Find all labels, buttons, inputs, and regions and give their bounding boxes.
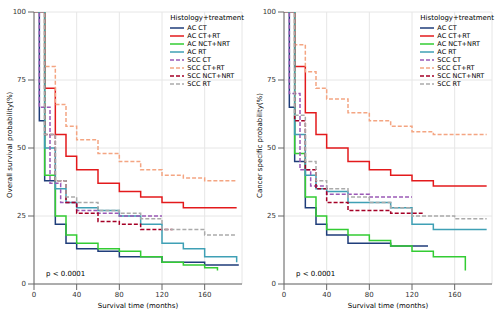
svg-text:75: 75 bbox=[267, 76, 276, 84]
html-text:p < 0.0001: p < 0.0001 bbox=[296, 270, 336, 278]
html-text:SCC CT+RT: SCC CT+RT bbox=[187, 64, 225, 72]
svg-text:40: 40 bbox=[72, 291, 81, 299]
svg-text:Survival time (months): Survival time (months) bbox=[348, 302, 429, 310]
svg-text:25: 25 bbox=[267, 212, 276, 220]
html-text:AC RT: AC RT bbox=[437, 48, 457, 56]
svg-text:50: 50 bbox=[17, 144, 26, 152]
html-text:AC CT+RT: AC CT+RT bbox=[187, 32, 221, 40]
svg-text:120: 120 bbox=[405, 291, 418, 299]
html-text:SCC NCT+NRT: SCC NCT+NRT bbox=[187, 72, 235, 80]
svg-text:25: 25 bbox=[17, 212, 26, 220]
html-text:AC RT: AC RT bbox=[187, 48, 207, 56]
html-text:Histology+treatment: Histology+treatment bbox=[420, 14, 494, 22]
svg-text:Survival time (months): Survival time (months) bbox=[98, 302, 179, 310]
svg-text:100: 100 bbox=[263, 8, 276, 16]
svg-text:Cancer specific probability(%): Cancer specific probability(%) bbox=[256, 93, 264, 198]
html-text:SCC RT: SCC RT bbox=[187, 80, 211, 88]
html-text:AC CT: AC CT bbox=[437, 24, 457, 32]
svg-text:0: 0 bbox=[282, 291, 286, 299]
svg-text:160: 160 bbox=[198, 291, 211, 299]
svg-text:120: 120 bbox=[155, 291, 168, 299]
html-text:AC NCT+NRT: AC NCT+NRT bbox=[187, 40, 230, 48]
html-text:AC CT: AC CT bbox=[187, 24, 207, 32]
html-text:SCC CT: SCC CT bbox=[437, 56, 462, 64]
html-text:SCC CT: SCC CT bbox=[187, 56, 212, 64]
svg-text:160: 160 bbox=[448, 291, 461, 299]
svg-text:40: 40 bbox=[322, 291, 331, 299]
html-text:SCC CT+RT: SCC CT+RT bbox=[437, 64, 475, 72]
html-text:Histology+treatment: Histology+treatment bbox=[170, 14, 244, 22]
svg-text:75: 75 bbox=[17, 76, 26, 84]
html-text:AC CT+RT: AC CT+RT bbox=[437, 32, 471, 40]
html-text:SCC NCT+NRT: SCC NCT+NRT bbox=[437, 72, 485, 80]
html-text:SCC RT: SCC RT bbox=[437, 80, 461, 88]
svg-text:0: 0 bbox=[32, 291, 36, 299]
svg-text:0: 0 bbox=[272, 280, 276, 288]
svg-text:Overall survival probability(%: Overall survival probability(%) bbox=[8, 91, 14, 198]
svg-text:80: 80 bbox=[115, 291, 124, 299]
svg-text:80: 80 bbox=[365, 291, 374, 299]
html-text:p < 0.0001: p < 0.0001 bbox=[46, 270, 86, 278]
html-text:AC NCT+NRT: AC NCT+NRT bbox=[437, 40, 480, 48]
svg-text:100: 100 bbox=[13, 8, 26, 16]
svg-text:50: 50 bbox=[267, 144, 276, 152]
svg-text:0: 0 bbox=[22, 280, 26, 288]
